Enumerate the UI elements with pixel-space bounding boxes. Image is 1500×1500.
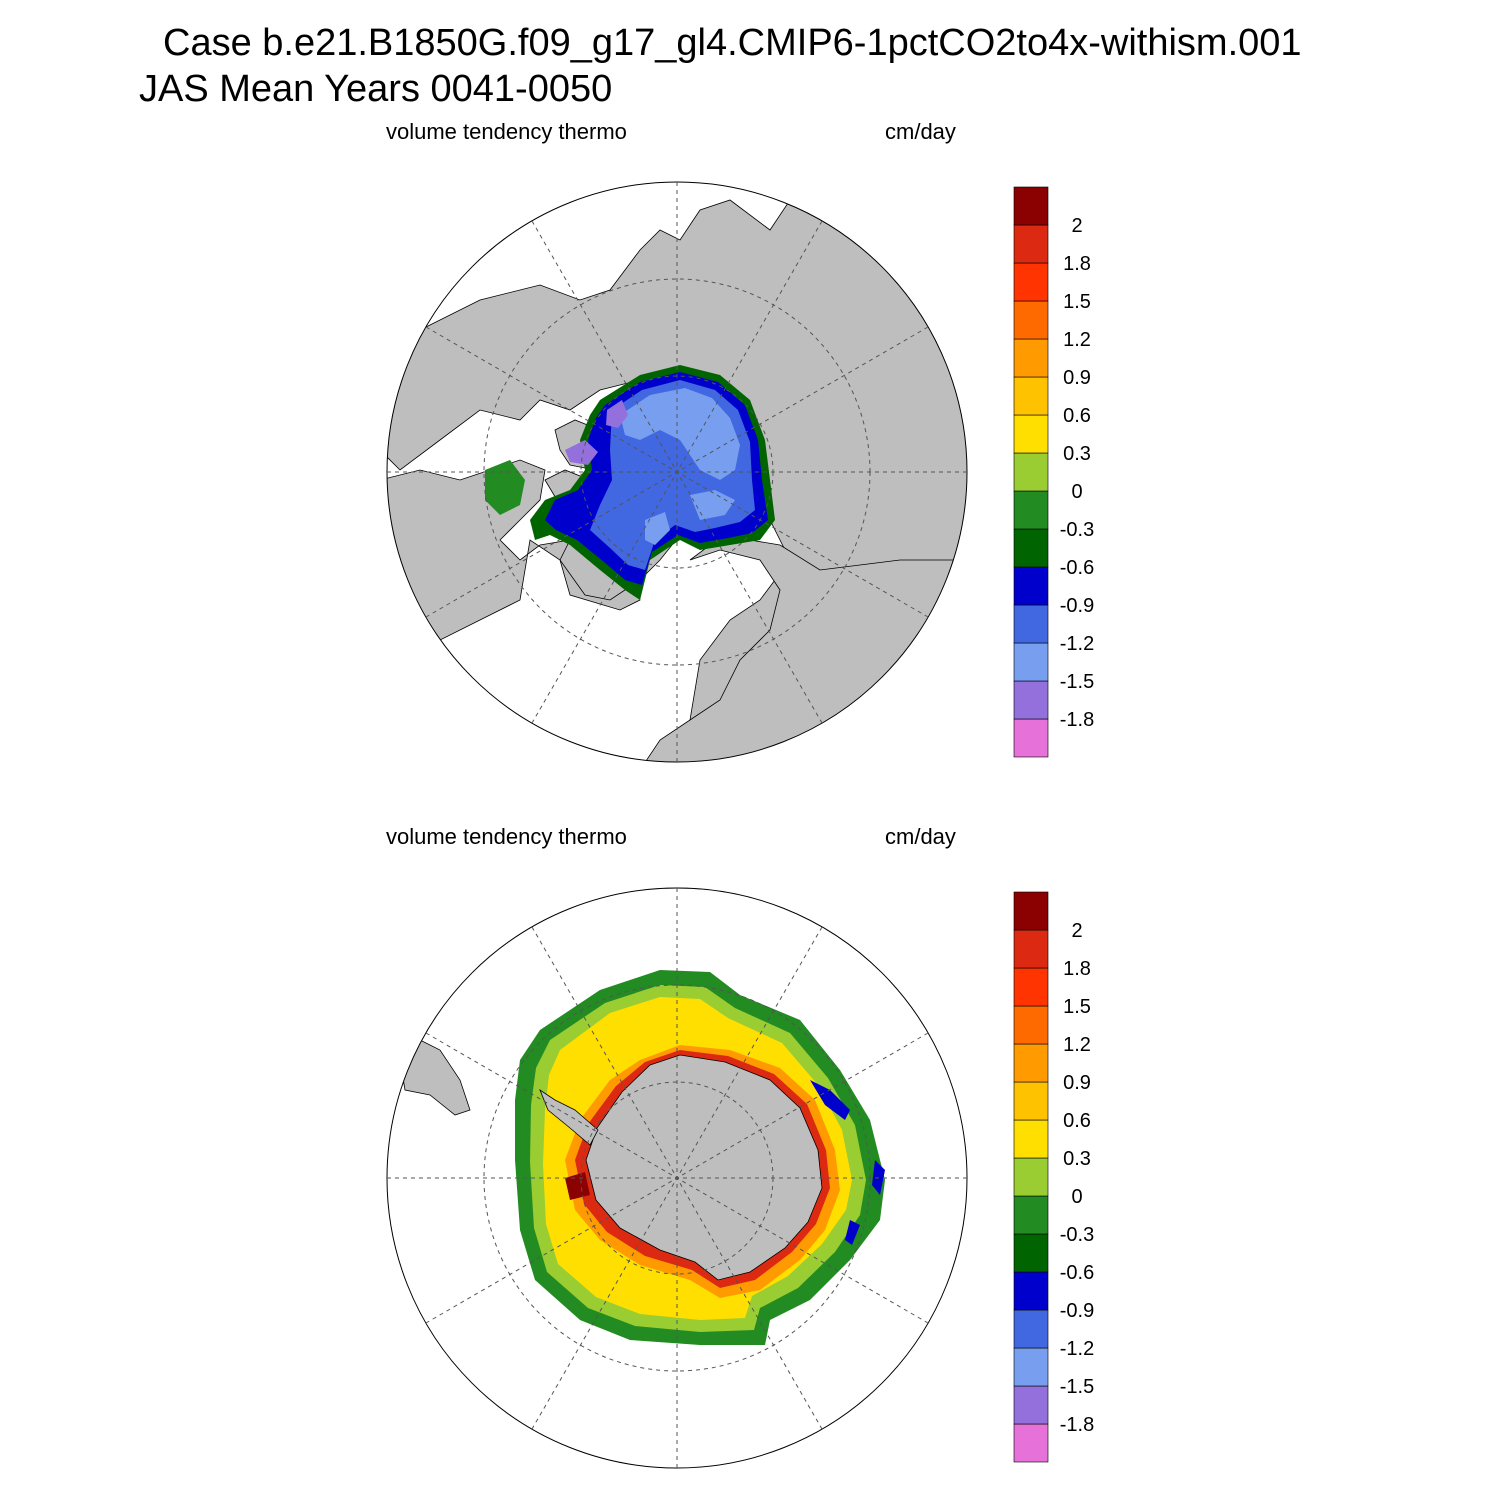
south-colorbar-box xyxy=(1013,1233,1049,1273)
north-colorbar-tick-label: 1.8 xyxy=(1063,253,1091,275)
south-colorbar-tick-label: 1.8 xyxy=(1063,958,1091,980)
arctic-polar-map xyxy=(386,181,968,763)
north-colorbar-tick-label: -1.5 xyxy=(1060,671,1094,693)
south-colorbar-tick-label: 0.3 xyxy=(1063,1148,1091,1170)
north-colorbar-tick-label: 0.6 xyxy=(1063,405,1091,427)
south-america-landmass xyxy=(399,1039,471,1116)
south-colorbar-tick-label: -1.8 xyxy=(1060,1414,1094,1436)
south-colorbar-box xyxy=(1013,1005,1049,1045)
north-colorbar-tick-label: -0.6 xyxy=(1060,557,1094,579)
south-colorbar-box xyxy=(1013,1423,1049,1463)
north-colorbar-box xyxy=(1013,300,1049,340)
south-colorbar-box xyxy=(1013,1081,1049,1121)
north-colorbar-box xyxy=(1013,262,1049,302)
north-colorbar-box xyxy=(1013,604,1049,644)
figure-subtitle: JAS Mean Years 0041-0050 xyxy=(139,68,613,110)
south-colorbar-box xyxy=(1013,1119,1049,1159)
north-colorbar-tick-label: 1.5 xyxy=(1063,291,1091,313)
north-colorbar-tick-label: 0.3 xyxy=(1063,443,1091,465)
south-ice-patch-neg0.9 xyxy=(810,1080,885,1245)
north-colorbar-box xyxy=(1013,414,1049,454)
north-colorbar-tick-label: -1.2 xyxy=(1060,633,1094,655)
north-colorbar-box xyxy=(1013,490,1049,530)
north-colorbar-tick-label: 0.9 xyxy=(1063,367,1091,389)
south-variable-label: volume tendency thermo xyxy=(386,824,627,849)
south-colorbar-tick-label: 0 xyxy=(1071,1186,1082,1208)
south-colorbar-tick-label: 0.9 xyxy=(1063,1072,1091,1094)
south-colorbar-box xyxy=(1013,1043,1049,1083)
south-colorbar-box xyxy=(1013,1195,1049,1235)
north-colorbar-box xyxy=(1013,452,1049,492)
south-graticule xyxy=(387,888,967,1468)
south-colorbar-tick-label: 2 xyxy=(1071,920,1082,942)
north-ice-band-neg0.3 xyxy=(485,460,525,515)
south-colorbar-tick-label: -1.5 xyxy=(1060,1376,1094,1398)
south-colorbar-tick-label: 1.2 xyxy=(1063,1034,1091,1056)
north-colorbar-tick-label: -0.9 xyxy=(1060,595,1094,617)
south-colorbar-tick-label: 0.6 xyxy=(1063,1110,1091,1132)
north-colorbar-tick-label: 1.2 xyxy=(1063,329,1091,351)
north-colorbar-box xyxy=(1013,718,1049,758)
north-colorbar: -1.8 -1.5 -1.2 -0.9 -0.6 -0.3 0 0.3 0.6 0.9 1.2 1.5… xyxy=(1013,186,1094,758)
figure-title: Case b.e21.B1850G.f09_g17_gl4.CMIP6-1pct… xyxy=(163,22,1302,64)
south-colorbar-tick-label: -1.2 xyxy=(1060,1338,1094,1360)
antarctic-peninsula xyxy=(539,1088,599,1146)
north-colorbar-box xyxy=(1013,642,1049,682)
north-colorbar-box xyxy=(1013,186,1049,226)
north-colorbar-tick-label: 0 xyxy=(1071,481,1082,503)
south-colorbar: -1.8 -1.5 -1.2 -0.9 -0.6 -0.3 0 0.3 0.6 0.9 1.2 1.5… xyxy=(1013,891,1094,1463)
south-colorbar-box xyxy=(1013,1385,1049,1425)
south-units-label: cm/day xyxy=(885,824,956,849)
north-units-label: cm/day xyxy=(885,119,956,144)
south-colorbar-tick-label: -0.9 xyxy=(1060,1300,1094,1322)
south-colorbar-box xyxy=(1013,1271,1049,1311)
south-colorbar-tick-label: 1.5 xyxy=(1063,996,1091,1018)
antarctica-landmass xyxy=(585,1054,823,1281)
south-colorbar-box xyxy=(1013,1309,1049,1349)
north-colorbar-tick-label: -0.3 xyxy=(1060,519,1094,541)
north-graticule xyxy=(387,182,967,762)
north-colorbar-tick-label: 2 xyxy=(1071,215,1082,237)
south-colorbar-box xyxy=(1013,1157,1049,1197)
south-colorbar-box xyxy=(1013,1347,1049,1387)
south-colorbar-tick-label: -0.6 xyxy=(1060,1262,1094,1284)
north-colorbar-box xyxy=(1013,566,1049,606)
north-colorbar-tick-label: -1.8 xyxy=(1060,709,1094,731)
north-ice-band-neg1.8 xyxy=(565,400,628,465)
north-colorbar-box xyxy=(1013,376,1049,416)
antarctic-polar-map xyxy=(386,887,968,1469)
south-colorbar-box xyxy=(1013,929,1049,969)
south-colorbar-box xyxy=(1013,967,1049,1007)
south-colorbar-tick-label: -0.3 xyxy=(1060,1224,1094,1246)
north-colorbar-box xyxy=(1013,224,1049,264)
south-ice-patch-2 xyxy=(565,1172,590,1200)
north-ice-band-neg1.5 xyxy=(620,388,740,545)
north-variable-label: volume tendency thermo xyxy=(386,119,627,144)
south-colorbar-box xyxy=(1013,891,1049,931)
north-colorbar-box xyxy=(1013,528,1049,568)
north-colorbar-box xyxy=(1013,338,1049,378)
north-colorbar-box xyxy=(1013,680,1049,720)
